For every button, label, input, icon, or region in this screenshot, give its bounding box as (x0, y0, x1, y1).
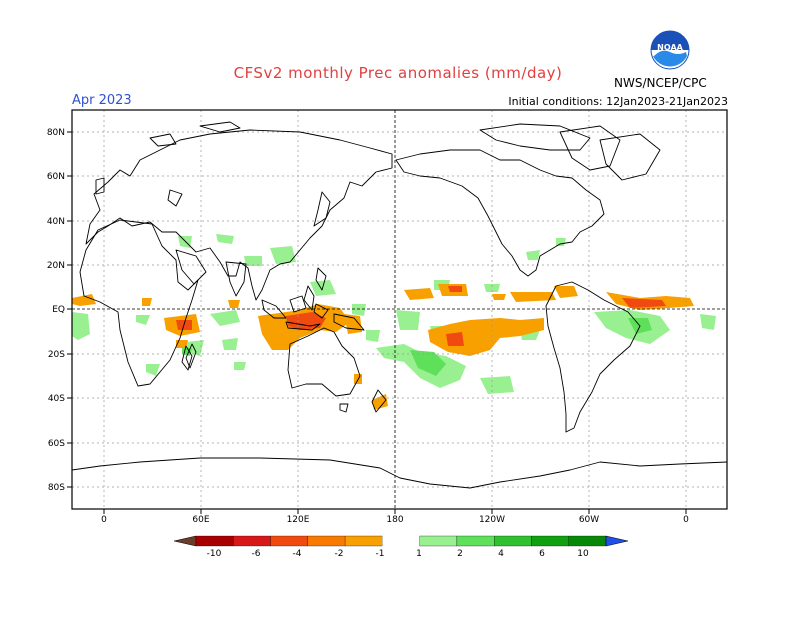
agency-label: NWS/NCEP/CPC (614, 76, 707, 90)
lat-label: 40S (48, 394, 65, 404)
forecast-month: Apr 2023 (72, 93, 132, 108)
colorbar-tick-label: 10 (577, 549, 589, 559)
strong-dry-anomalies (176, 286, 666, 346)
coastlines (72, 121, 727, 489)
colorbar-arrow-low (173, 535, 197, 547)
lon-label: 180 (386, 515, 403, 525)
colorbar-segment (531, 535, 569, 547)
colorbar-segment (344, 535, 383, 547)
lat-label: 80S (48, 483, 65, 493)
lon-label: 60W (579, 515, 599, 525)
wet-anomalies (72, 234, 716, 394)
colorbar-tick-label: -4 (293, 549, 302, 559)
colorbar-labels: -10 -6 -4 -2 -1 1 2 4 6 10 (207, 549, 589, 559)
lat-label: 60N (47, 172, 65, 182)
colorbar-segment (233, 535, 271, 547)
colorbar-tick-label: 1 (416, 549, 422, 559)
lon-axis-labels: 0 60E 120E 180 120W 60W 0 (101, 515, 689, 525)
colorbar-tick-label: -2 (335, 549, 344, 559)
colorbar-tick-label: 4 (498, 549, 504, 559)
lon-label: 60E (192, 515, 209, 525)
lat-label: 80N (47, 128, 65, 138)
lat-label: 60S (48, 439, 65, 449)
lat-label: 20N (47, 261, 65, 271)
colorbar-segment (307, 535, 346, 547)
colorbar-tick-label: -1 (376, 549, 385, 559)
svg-text:NOAA: NOAA (657, 43, 683, 52)
colorbar-tick-label: 2 (457, 549, 463, 559)
colorbar-segment (456, 535, 495, 547)
lat-label: 20S (48, 350, 65, 360)
noaa-logo: NOAA (650, 30, 690, 70)
lat-label: EQ (52, 305, 65, 315)
colorbar-tick-label: -10 (207, 549, 222, 559)
colorbar-segment (494, 535, 532, 547)
colorbar-segment (382, 536, 420, 546)
lon-label: 0 (101, 515, 107, 525)
lon-label: 120W (479, 515, 505, 525)
colorbar-segment (568, 535, 607, 547)
initial-conditions: Initial conditions: 12Jan2023-21Jan2023 (508, 95, 728, 108)
colorbar-segment (195, 535, 234, 547)
colorbar (173, 535, 629, 547)
lon-label: 0 (683, 515, 689, 525)
lon-label: 120E (287, 515, 310, 525)
colorbar-arrow-high (605, 535, 629, 547)
colorbar-tick-label: 6 (539, 549, 545, 559)
colorbar-tick-label: -6 (252, 549, 261, 559)
colorbar-segment (419, 535, 458, 547)
colorbar-segment (270, 535, 308, 547)
map-title: CFSv2 monthly Prec anomalies (mm/day) (233, 64, 563, 82)
lat-label: 40N (47, 217, 65, 227)
lat-axis-labels: 80N 60N 40N 20N EQ 20S 40S 60S 80S (47, 128, 65, 493)
